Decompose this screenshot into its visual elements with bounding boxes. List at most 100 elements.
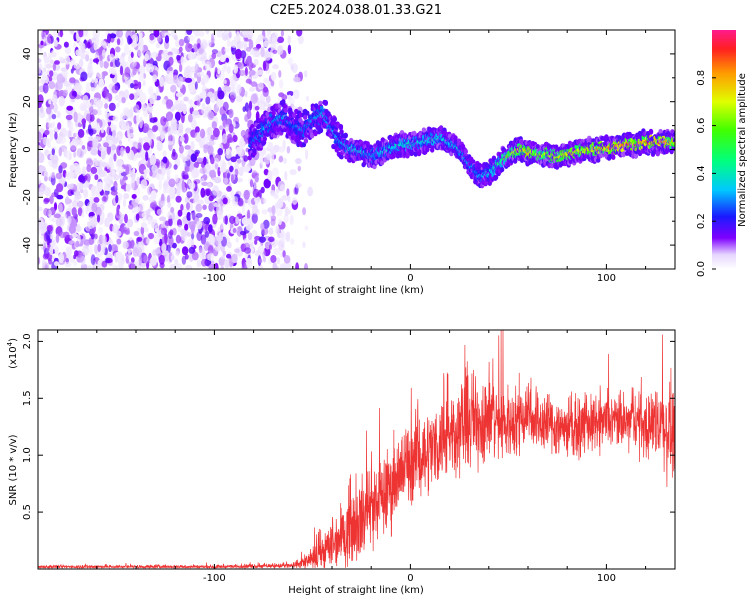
noise-speckle	[207, 245, 214, 255]
noise-speckle	[279, 184, 286, 192]
noise-speckle	[200, 39, 208, 50]
noise-speckle	[153, 234, 160, 245]
noise-speckle	[67, 189, 74, 197]
noise-speckle	[81, 118, 87, 125]
noise-speckle	[145, 51, 152, 60]
noise-speckle	[84, 175, 88, 181]
noise-speckle	[136, 236, 143, 242]
noise-speckle	[103, 177, 111, 184]
noise-speckle	[246, 55, 252, 64]
noise-speckle	[76, 200, 84, 208]
noise-speckle	[199, 56, 207, 62]
noise-speckle	[168, 178, 176, 188]
noise-speckle	[184, 223, 189, 231]
noise-speckle	[124, 66, 131, 78]
noise-speckle	[231, 45, 237, 56]
noise-speckle	[139, 30, 144, 40]
noise-speckle	[160, 131, 166, 140]
noise-speckle	[116, 238, 122, 245]
noise-speckle	[302, 241, 306, 249]
noise-speckle	[289, 169, 297, 176]
noise-speckle	[58, 203, 63, 214]
noise-speckle	[88, 216, 95, 222]
noise-speckle	[271, 205, 276, 216]
noise-speckle	[85, 82, 91, 94]
noise-speckle	[49, 59, 55, 65]
noise-speckle	[38, 152, 43, 162]
noise-speckle	[278, 242, 285, 252]
noise-speckle	[203, 216, 211, 225]
noise-speckle	[149, 30, 153, 33]
noise-speckle	[192, 110, 200, 116]
noise-speckle	[111, 85, 119, 94]
noise-speckle	[214, 176, 222, 184]
noise-speckle	[98, 109, 103, 116]
noise-speckle	[221, 66, 228, 73]
noise-speckle	[296, 30, 303, 37]
noise-speckle	[63, 69, 69, 78]
noise-speckle	[138, 255, 142, 266]
noise-speckle	[220, 265, 224, 269]
ridge-halo	[338, 124, 344, 130]
noise-speckle	[146, 63, 155, 73]
noise-speckle	[39, 105, 44, 114]
noise-speckle	[209, 169, 216, 178]
noise-speckle	[104, 103, 109, 109]
noise-speckle	[112, 224, 119, 234]
noise-speckle	[189, 100, 193, 109]
noise-speckle	[207, 110, 215, 121]
noise-speckle	[73, 90, 77, 96]
noise-speckle	[139, 92, 147, 103]
noise-speckle	[150, 190, 157, 201]
noise-speckle	[194, 81, 198, 90]
noise-speckle	[45, 106, 52, 115]
noise-speckle	[129, 93, 135, 100]
noise-speckle	[130, 239, 135, 249]
noise-speckle	[182, 174, 189, 180]
noise-speckle	[55, 233, 60, 244]
noise-speckle	[208, 139, 215, 147]
noise-speckle	[104, 257, 111, 264]
noise-speckle	[54, 261, 59, 267]
noise-speckle	[151, 221, 158, 229]
noise-speckle	[47, 33, 53, 44]
noise-speckle	[279, 146, 283, 152]
noise-speckle	[87, 221, 95, 229]
noise-speckle	[99, 129, 106, 138]
noise-speckle	[184, 127, 192, 134]
noise-speckle	[272, 49, 278, 54]
noise-speckle	[90, 166, 98, 174]
noise-speckle	[123, 121, 130, 130]
noise-speckle	[203, 146, 208, 154]
noise-speckle	[270, 71, 277, 81]
noise-speckle	[38, 178, 42, 184]
noise-speckle	[109, 61, 114, 67]
noise-speckle	[90, 78, 95, 84]
noise-speckle	[121, 96, 126, 104]
noise-speckle	[130, 179, 135, 190]
noise-speckle	[180, 56, 184, 66]
noise-speckle	[80, 252, 84, 263]
noise-speckle	[305, 149, 309, 160]
noise-speckle	[244, 102, 249, 112]
noise-speckle	[260, 186, 265, 194]
noise-speckle	[128, 203, 134, 210]
noise-speckle	[91, 202, 98, 213]
noise-speckle	[158, 180, 162, 191]
noise-speckle	[281, 194, 289, 201]
noise-speckle	[243, 238, 248, 244]
noise-speckle	[168, 56, 174, 66]
noise-speckle	[236, 84, 242, 95]
noise-speckle	[140, 179, 148, 189]
noise-speckle	[194, 61, 198, 72]
noise-speckle	[52, 30, 59, 38]
noise-speckle	[286, 90, 294, 97]
noise-speckle	[211, 52, 217, 60]
noise-speckle	[161, 50, 168, 60]
noise-speckle	[193, 30, 200, 37]
noise-speckle	[216, 235, 224, 242]
noise-speckle	[244, 90, 248, 98]
noise-speckle	[122, 241, 129, 249]
noise-speckle	[287, 35, 292, 45]
